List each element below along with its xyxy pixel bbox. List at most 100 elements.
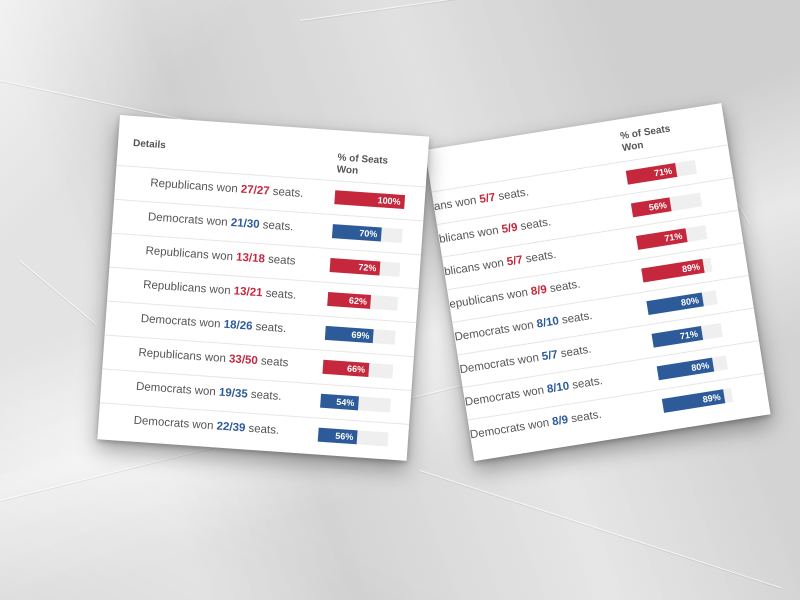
pct-bar-fill: 66% bbox=[322, 359, 370, 377]
pct-bar-fill: 71% bbox=[625, 163, 677, 185]
pct-bar-track: 71% bbox=[636, 225, 708, 250]
right-results-card: % of Seats Won ans won 5/7 seats. 71% blic… bbox=[425, 103, 771, 462]
pct-bar-label: 72% bbox=[358, 262, 377, 274]
row-seat-count: 8/10 bbox=[535, 315, 560, 331]
row-seat-count: 19/35 bbox=[218, 386, 249, 401]
pct-bar-track: 100% bbox=[334, 190, 406, 210]
pct-bar-label: 80% bbox=[680, 295, 700, 308]
pct-bar-track: 89% bbox=[661, 388, 734, 413]
row-party-text: Republicans won bbox=[142, 279, 235, 298]
row-suffix-text: seats. bbox=[516, 216, 552, 234]
pct-bar-track: 70% bbox=[331, 224, 403, 243]
pct-bar-label: 89% bbox=[681, 261, 701, 275]
pct-bar-label: 71% bbox=[663, 230, 684, 244]
row-seat-count: 18/26 bbox=[223, 318, 253, 333]
pct-bar-track: 69% bbox=[324, 325, 396, 345]
pct-bar-track: 80% bbox=[656, 355, 729, 381]
row-suffix-text: seats. bbox=[247, 388, 282, 403]
pct-bar-fill: 89% bbox=[641, 258, 705, 283]
pct-bar-fill: 71% bbox=[651, 326, 703, 348]
row-party-text: blicans won bbox=[438, 224, 503, 246]
row-party-text: Democrats won bbox=[464, 383, 549, 409]
pct-bar-fill: 54% bbox=[320, 393, 359, 411]
pct-bar-label: 66% bbox=[346, 363, 366, 375]
pct-bar-fill: 62% bbox=[327, 291, 372, 309]
row-party-text: Democrats won bbox=[453, 318, 538, 344]
pct-bar-fill: 70% bbox=[331, 224, 382, 242]
row-party-text: Democrats won bbox=[147, 211, 232, 229]
row-party-text: ans won bbox=[433, 194, 481, 214]
row-party-text: Democrats won bbox=[135, 380, 220, 399]
row-party-text: Republicans won bbox=[138, 346, 230, 366]
row-suffix-text: seats. bbox=[494, 186, 530, 204]
row-suffix-text: seats. bbox=[567, 408, 603, 426]
pct-bar-fill: 56% bbox=[317, 427, 358, 445]
pct-bar-label: 71% bbox=[679, 328, 699, 342]
left-rows: Republicans won 27/27 seats. 100% Democrat… bbox=[97, 115, 429, 459]
pct-bar-label: 70% bbox=[358, 227, 378, 240]
pct-bar-track: 56% bbox=[630, 192, 703, 218]
row-party-text: Democrats won bbox=[133, 414, 218, 433]
row-seat-count: 22/39 bbox=[216, 420, 246, 435]
pct-bar-fill: 72% bbox=[329, 258, 381, 276]
row-details-text: ans won 5/7 seats. bbox=[433, 186, 530, 213]
row-details-text: Democrats won 21/30 seats. bbox=[148, 211, 294, 233]
pct-bar-track: 80% bbox=[646, 290, 718, 316]
row-seat-count: 8/9 bbox=[551, 414, 570, 429]
paper-crease bbox=[419, 470, 782, 589]
row-details-text: Republicans won 33/50 seats bbox=[138, 347, 289, 369]
row-suffix-text: seats. bbox=[269, 185, 304, 200]
row-seat-count: 21/30 bbox=[230, 217, 260, 231]
row-seat-count: 27/27 bbox=[240, 183, 271, 198]
row-details-text: Democrats won 19/35 seats. bbox=[136, 381, 282, 403]
pct-bar-track: 66% bbox=[322, 359, 394, 379]
pct-bar-fill: 80% bbox=[646, 292, 704, 316]
row-seat-count: 13/21 bbox=[233, 285, 263, 300]
row-details-text: Republicans won 13/21 seats. bbox=[143, 279, 297, 302]
pct-bar-track: 54% bbox=[320, 393, 391, 413]
row-seat-count: 8/10 bbox=[546, 380, 571, 396]
pct-bar-fill: 71% bbox=[636, 228, 688, 250]
row-details-text: Democrats won 18/26 seats. bbox=[140, 313, 286, 335]
row-party-text: Democrats won bbox=[140, 312, 225, 331]
row-suffix-text: seats. bbox=[568, 375, 604, 393]
pct-bar-label: 69% bbox=[351, 329, 370, 341]
pct-bar-label: 62% bbox=[348, 295, 368, 307]
pct-bar-label: 100% bbox=[377, 195, 401, 207]
row-details-text: Republicans won 27/27 seats. bbox=[150, 177, 304, 200]
row-suffix-text: seats bbox=[264, 253, 296, 268]
row-seat-count: 5/7 bbox=[541, 348, 559, 364]
pct-bar-track: 62% bbox=[327, 291, 398, 311]
left-results-card: Details % of Seats Won Republicans won 2… bbox=[97, 115, 430, 461]
row-details-text: Democrats won 22/39 seats. bbox=[133, 415, 279, 437]
pct-bar-track: 71% bbox=[625, 159, 698, 185]
row-suffix-text: seats. bbox=[521, 248, 558, 266]
pct-bar-label: 89% bbox=[701, 391, 722, 405]
details-header: Details bbox=[132, 137, 167, 152]
pct-bar-label: 80% bbox=[690, 360, 710, 373]
row-suffix-text: seats. bbox=[557, 309, 594, 328]
row-suffix-text: seats. bbox=[259, 219, 294, 234]
pct-bar-track: 56% bbox=[317, 427, 389, 447]
row-party-text: Republicans won bbox=[145, 245, 237, 264]
row-suffix-text: seats. bbox=[545, 278, 582, 296]
row-seat-count: 13/18 bbox=[235, 251, 266, 266]
row-suffix-text: seats. bbox=[244, 422, 280, 437]
pct-seats-header: % of Seats Won bbox=[336, 152, 389, 177]
row-party-text: Democrats won bbox=[458, 351, 543, 377]
pct-bar-label: 71% bbox=[653, 165, 673, 179]
pct-bar-track: 89% bbox=[641, 257, 713, 283]
pct-bar-label: 54% bbox=[335, 396, 355, 409]
row-suffix-text: seats. bbox=[252, 320, 287, 336]
row-suffix-text: seats bbox=[257, 355, 289, 370]
row-party-text: Democrats won bbox=[469, 416, 554, 442]
pct-bar-fill: 89% bbox=[661, 389, 726, 413]
row-details-text: Republicans won 13/18 seats bbox=[145, 245, 296, 267]
pct-bar-label: 56% bbox=[334, 430, 354, 443]
pct-bar-label: 56% bbox=[648, 199, 668, 213]
row-party-text: epublicans won bbox=[448, 286, 532, 311]
paper-crease bbox=[19, 260, 97, 326]
pct-seats-header: % of Seats Won bbox=[619, 123, 672, 155]
row-seat-count: 33/50 bbox=[228, 353, 259, 368]
row-party-text: blicans won bbox=[443, 256, 508, 279]
